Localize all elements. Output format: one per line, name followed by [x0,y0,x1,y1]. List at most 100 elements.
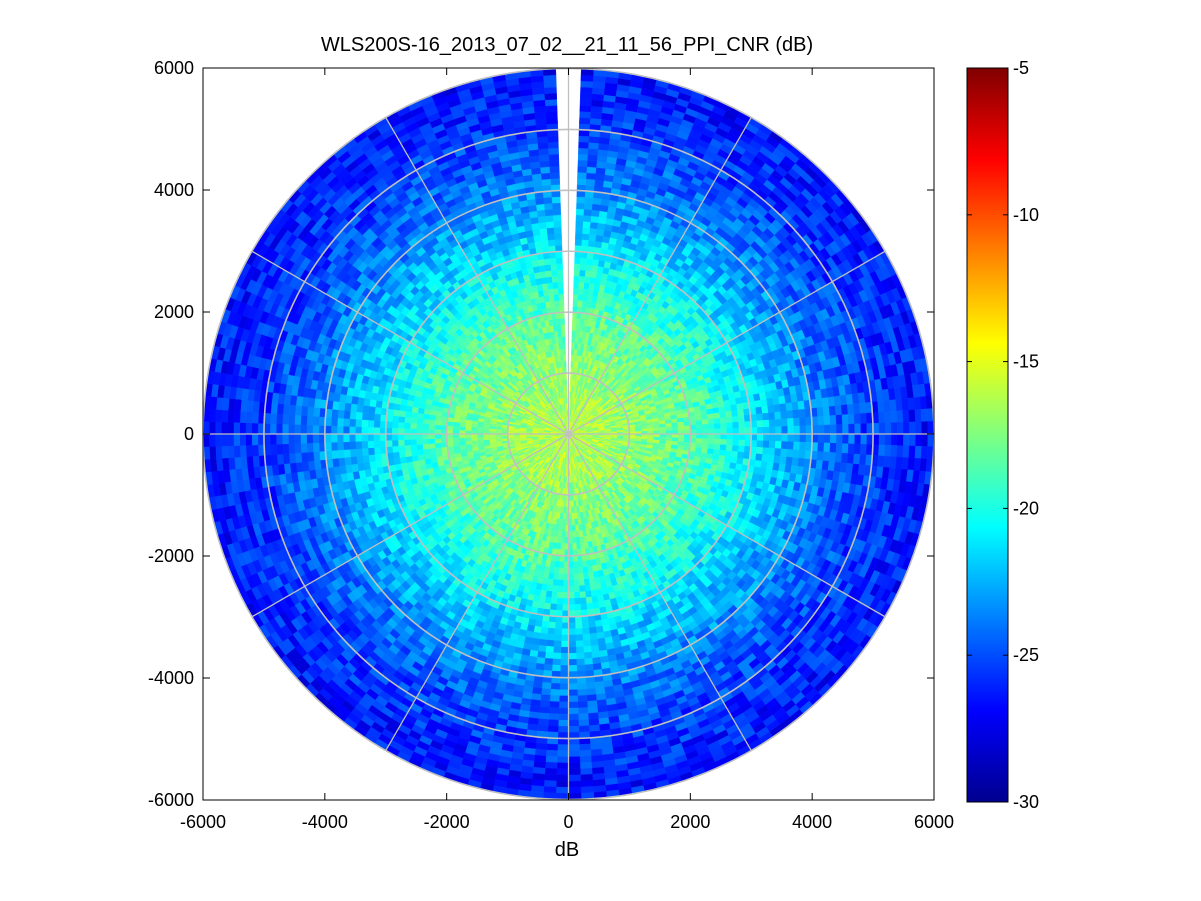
cnr-cell [577,171,588,180]
cnr-cell [775,426,782,435]
cnr-cell [719,444,727,451]
cnr-cell [701,443,709,449]
cnr-cell [720,428,728,435]
cnr-cell [690,433,697,439]
cnr-cell [588,135,600,144]
cnr-cell [719,449,727,457]
cnr-cell [671,437,679,442]
cnr-field [203,68,934,800]
cnr-cell [779,456,787,465]
cnr-cell [774,440,782,450]
cnr-cell [582,227,591,235]
cnr-cell [591,203,601,212]
cnr-cell [846,403,855,415]
cnr-cell [780,441,788,450]
cnr-cell [890,445,898,458]
cnr-cell [761,405,769,414]
cnr-cell [577,165,588,173]
cnr-cell [842,433,849,445]
cnr-cell [847,413,855,425]
cnr-cell [580,86,593,94]
cnr-cell [730,404,738,412]
cnr-cell [786,410,794,419]
cnr-cell [767,404,775,414]
cnr-cell [841,443,849,454]
cnr-cell [590,111,603,120]
cnr-cell [573,281,580,289]
cnr-cell [572,293,579,301]
cnr-cell [585,264,593,272]
cnr-cell [575,214,585,222]
cnr-cell [580,74,594,82]
cnr-cell [702,428,709,435]
cnr-cell [859,402,867,414]
cnr-cell [786,449,794,458]
cnr-cell [860,433,868,445]
cnr-cell [762,412,770,421]
cnr-cell [583,202,593,211]
cnr-cell [793,425,801,435]
cnr-cell [829,442,837,453]
cnr-cell [576,178,587,186]
cnr-cell [695,438,703,444]
cnr-cell [896,422,904,435]
cnr-cell [592,197,602,206]
cnr-cell [732,427,740,435]
cnr-cell [714,433,722,440]
cnr-cell [695,419,703,426]
cnr-cell [836,433,843,444]
cnr-cell [817,415,825,426]
cnr-cell [578,135,590,143]
cnr-cell [755,406,763,415]
cnr-cell [737,409,745,417]
cnr-cell [582,221,592,229]
cnr-cell [574,257,582,265]
cnr-cell [579,111,592,119]
cnr-cell [781,426,789,435]
cnr-cell [653,427,661,432]
cnr-cell [588,233,597,242]
cnr-cell [793,417,801,427]
cnr-cell [725,410,733,418]
cnr-cell [756,440,764,448]
cnr-cell [859,412,868,425]
cnr-cell [725,416,733,424]
cnr-cell [706,413,715,420]
cnr-cell [817,433,825,444]
cnr-cell [835,443,843,454]
cnr-cell [580,257,588,265]
cnr-cell [579,117,591,125]
cnr-cell [713,417,721,425]
cnr-cell [768,419,776,428]
cnr-cell [579,92,593,101]
cnr-cell [590,105,604,114]
cnr-cell [714,423,721,430]
cnr-cell [773,404,781,413]
cnr-cell [725,444,733,452]
cnr-cell [665,437,673,442]
cnr-cell [573,263,581,271]
cnr-cell [883,400,891,413]
cnr-cell [578,281,585,289]
cnr-cell [714,438,721,445]
cnr-cell [896,410,904,423]
cnr-cell [816,407,824,417]
cnr-cell [903,421,910,435]
cnr-cell [718,406,726,414]
cnr-cell [737,445,745,453]
cnr-cell [787,433,795,443]
cnr-cell [754,399,762,408]
cnr-cell [671,426,679,431]
cnr-cell [700,414,709,421]
cnr-cell [586,258,594,266]
cnr-cell [878,433,886,446]
cnr-cell [836,424,843,435]
cnr-cell [859,443,868,456]
cnr-cell [889,456,897,469]
cnr-cell [579,105,592,113]
cnr-cell [594,240,603,249]
cnr-cell [584,276,591,284]
cnr-cell [842,423,849,435]
cnr-cell [587,148,599,156]
